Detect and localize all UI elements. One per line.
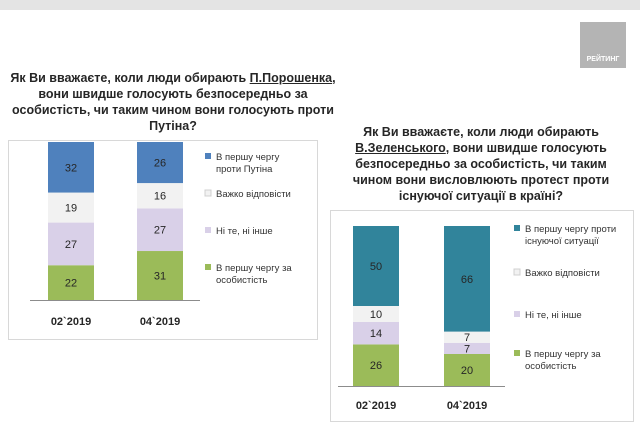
chart2-value-label: 14 bbox=[370, 328, 382, 340]
chart1-bar-segment bbox=[137, 142, 183, 184]
chart1-value-label: 27 bbox=[65, 239, 77, 251]
chart2-value-label: 50 bbox=[370, 261, 382, 273]
chart2-bar-segment bbox=[444, 342, 490, 354]
chart2-bar-segment bbox=[353, 344, 399, 386]
chart2-value-label: 20 bbox=[461, 365, 473, 377]
chart2-value-label: 26 bbox=[370, 360, 382, 372]
chart1-question: Як Ви вважаєте, коли люди обирають П.Пор… bbox=[8, 70, 338, 134]
chart2-value-label: 7 bbox=[464, 332, 470, 344]
chart2-bar-segment bbox=[444, 331, 490, 343]
chart2-value-label: 10 bbox=[370, 309, 382, 321]
chart1-question-post: , вони швидше голосують безпосередньо за… bbox=[12, 71, 336, 133]
chart1-bar-segment bbox=[137, 183, 183, 209]
chart1-legend-label: проти Путіна bbox=[216, 164, 273, 175]
chart2-legend-swatch bbox=[514, 350, 520, 356]
chart2-legend-label: Важко відповісти bbox=[525, 268, 600, 279]
chart2-legend-label: Ні те, ні інше bbox=[525, 310, 582, 321]
chart1-legend-label: В першу чергу bbox=[216, 152, 280, 163]
chart2-legend-label: особистість bbox=[525, 361, 576, 372]
chart2-legend-swatch bbox=[513, 268, 521, 276]
chart1-question-pre: Як Ви вважаєте, коли люди обирають bbox=[10, 71, 250, 85]
chart2-bar-segment bbox=[444, 226, 490, 332]
chart1-value-label: 19 bbox=[65, 203, 77, 215]
chart1-value-label: 32 bbox=[65, 162, 77, 174]
chart1-bar-segment bbox=[48, 192, 94, 223]
chart1-value-label: 22 bbox=[65, 278, 77, 290]
logo-text: РЕЙТИНГ bbox=[586, 56, 620, 63]
chart2-bar-segment bbox=[353, 306, 399, 322]
chart2-question-pre: Як Ви вважаєте, коли люди обирають bbox=[363, 125, 599, 139]
chart1-legend-label: Важко відповісти bbox=[216, 189, 291, 200]
chart1-bar-segment bbox=[48, 142, 94, 193]
chart2-legend-swatch bbox=[514, 311, 520, 317]
chart2-question-post: , вони швидше голосують безпосередньо за… bbox=[352, 141, 610, 203]
chart1-bar-segment bbox=[48, 222, 94, 266]
chart1-category-label: 02`2019 bbox=[51, 316, 91, 328]
chart2-legend-label: В першу чергу за bbox=[525, 349, 601, 360]
chart2-legend-swatch bbox=[514, 225, 520, 231]
rating-logo: РЕЙТИНГ bbox=[580, 22, 626, 68]
chart1-bar-segment bbox=[48, 265, 94, 300]
chart2-bar-segment bbox=[353, 322, 399, 345]
chart2-category-label: 04`2019 bbox=[447, 400, 487, 412]
chart2-value-label: 7 bbox=[464, 343, 470, 355]
chart2-question-name: В.Зеленського bbox=[355, 141, 446, 155]
chart2-legend-label: існуючої ситуації bbox=[525, 236, 599, 247]
chart2-legend-label: В першу чергу проти bbox=[525, 224, 616, 235]
chart2-value-label: 66 bbox=[461, 274, 473, 286]
chart1-value-label: 31 bbox=[154, 271, 166, 283]
chart1-category-label: 04`2019 bbox=[140, 316, 180, 328]
chart1-legend-swatch bbox=[205, 264, 211, 270]
chart1-value-label: 27 bbox=[154, 225, 166, 237]
chart2-question: Як Ви вважаєте, коли люди обирають В.Зел… bbox=[338, 124, 624, 204]
chart1-value-label: 26 bbox=[154, 158, 166, 170]
chart1-value-label: 16 bbox=[154, 191, 166, 203]
chart2-category-label: 02`2019 bbox=[356, 400, 396, 412]
chart2-bar-segment bbox=[444, 354, 490, 386]
top-bar bbox=[0, 0, 640, 10]
chart1-bar-segment bbox=[137, 251, 183, 300]
chart1-legend-label: В першу чергу за bbox=[216, 263, 292, 274]
chart1-legend-label: особистість bbox=[216, 275, 267, 286]
chart1-bar-segment bbox=[137, 208, 183, 252]
chart2-bar-segment bbox=[353, 226, 399, 306]
chart1-legend-swatch bbox=[205, 153, 211, 159]
chart1-legend-swatch bbox=[205, 227, 211, 233]
chart1-legend-label: Ні те, ні інше bbox=[216, 226, 273, 237]
chart1-legend-swatch bbox=[204, 189, 212, 197]
chart1-question-name: П.Порошенка bbox=[249, 71, 333, 85]
